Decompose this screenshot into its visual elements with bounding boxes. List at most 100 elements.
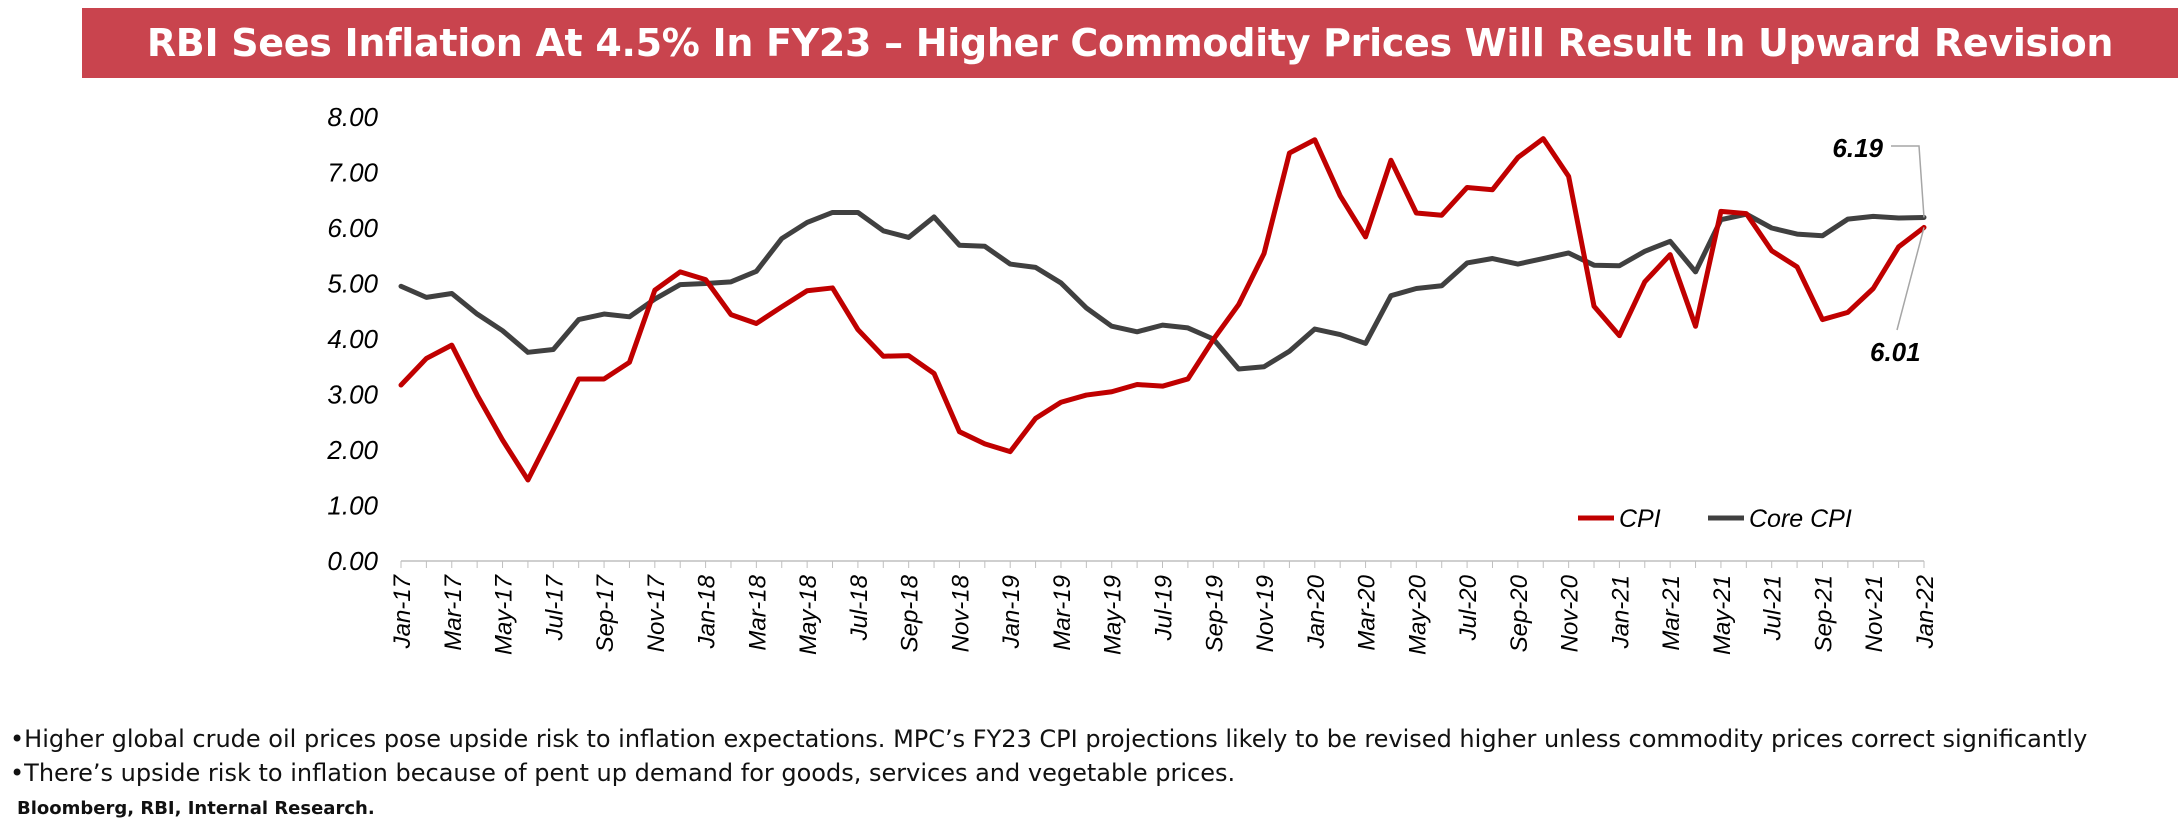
cpi-point xyxy=(1313,138,1317,142)
core-cpi-point xyxy=(754,269,758,273)
core-cpi-point xyxy=(1897,216,1901,220)
cpi-point xyxy=(1110,390,1114,394)
core-cpi-point xyxy=(1846,217,1850,221)
x-tick-label: Nov-21 xyxy=(1861,575,1888,652)
core-cpi-point xyxy=(1541,256,1545,261)
note-pent-up-demand: •There’s upside risk to inflation becaus… xyxy=(10,759,1236,787)
cpi-point xyxy=(1084,393,1088,397)
core-cpi-point xyxy=(1516,262,1520,266)
core-cpi-point xyxy=(780,236,784,241)
core-cpi-point xyxy=(1643,249,1647,253)
core-cpi-point xyxy=(1110,324,1114,328)
legend-cpi-label: CPI xyxy=(1619,505,1661,533)
cpi-point xyxy=(881,354,885,358)
cpi-point xyxy=(780,305,784,309)
x-tick-label: Sep-21 xyxy=(1810,575,1837,652)
core-cpi-point xyxy=(1084,306,1088,310)
x-tick-label: Mar-17 xyxy=(440,573,467,650)
cpi-point xyxy=(932,371,936,376)
core-cpi-point xyxy=(830,210,835,215)
y-tick-label: 2.00 xyxy=(326,435,378,465)
cpi-point xyxy=(602,377,606,381)
core-cpi-point xyxy=(1490,256,1495,261)
core-cpi-point xyxy=(1033,265,1038,270)
x-tick-label: Nov-19 xyxy=(1252,575,1279,652)
cpi-point xyxy=(729,312,733,317)
core-cpi-point xyxy=(1567,251,1571,255)
x-tick-label: Jan-19 xyxy=(998,575,1025,649)
x-tick-label: Jul-17 xyxy=(541,573,568,641)
cpi-point xyxy=(805,289,809,293)
cpi-point xyxy=(1567,174,1571,178)
core-cpi-point xyxy=(1135,330,1139,334)
cpi-point xyxy=(1262,251,1266,256)
core-cpi-point xyxy=(1592,263,1596,267)
cpi-point xyxy=(830,286,835,290)
x-tick-label: Jul-19 xyxy=(1151,575,1178,641)
core-cpi-point xyxy=(1160,323,1165,327)
core-cpi-point xyxy=(1338,332,1342,337)
core-cpi-point xyxy=(399,284,403,288)
core-cpi-point xyxy=(1262,365,1266,369)
cpi-point xyxy=(1008,450,1012,454)
cpi-point xyxy=(1338,194,1342,198)
x-tick-label: Jan-22 xyxy=(1912,575,1939,649)
core-cpi-point xyxy=(475,312,479,316)
cpi-point xyxy=(627,360,632,364)
core-cpi-point xyxy=(1668,239,1672,243)
core-cpi-point xyxy=(1287,349,1292,353)
cpi-point xyxy=(551,428,555,432)
y-tick-label: 6.00 xyxy=(327,213,378,243)
cpi-point xyxy=(1211,337,1215,342)
cpi-point xyxy=(754,321,758,326)
core-cpi-point xyxy=(678,283,682,287)
cpi-point xyxy=(399,383,403,387)
x-tick-label: Mar-21 xyxy=(1658,575,1685,651)
cpi-point xyxy=(1744,211,1748,216)
core-cpi-point xyxy=(1237,367,1241,371)
x-tick-label: May-21 xyxy=(1709,575,1736,655)
cpi-point xyxy=(1871,286,1875,291)
x-tick-label: Jan-17 xyxy=(389,573,416,649)
x-tick-label: Jul-18 xyxy=(846,574,873,641)
cpi-point xyxy=(1186,377,1190,381)
x-tick-label: Sep-20 xyxy=(1506,574,1533,652)
x-tick-label: Sep-18 xyxy=(897,574,924,652)
x-tick-label: May-18 xyxy=(795,574,822,655)
core-cpi-point xyxy=(907,235,911,240)
y-tick-label: 8.00 xyxy=(327,102,378,132)
x-tick-label: Sep-17 xyxy=(592,573,619,652)
cpi-point xyxy=(1440,213,1444,217)
note-crude-oil: •Higher global crude oil prices pose ups… xyxy=(10,725,2088,753)
cpi-point xyxy=(907,354,911,358)
core-cpi-point xyxy=(881,229,885,233)
cpi-point xyxy=(704,278,708,282)
x-tick-label: Nov-18 xyxy=(947,574,974,652)
cpi-point xyxy=(678,270,682,274)
cpi-leader-line xyxy=(1896,227,1925,331)
x-tick-label: Nov-17 xyxy=(643,573,670,652)
cpi-point xyxy=(983,442,987,446)
y-tick-label: 7.00 xyxy=(327,158,378,188)
core-cpi-point xyxy=(1363,341,1368,346)
core-cpi-point xyxy=(602,312,606,316)
cpi-point xyxy=(450,343,454,347)
x-tick-label: Mar-20 xyxy=(1354,574,1381,650)
core-cpi-point xyxy=(1440,284,1444,288)
core-cpi-point xyxy=(1693,270,1698,274)
core-cpi-point xyxy=(1414,286,1418,291)
cpi-point xyxy=(1592,304,1596,308)
x-tick-label: Mar-18 xyxy=(744,574,771,650)
cpi-point xyxy=(1287,151,1292,155)
cpi-line xyxy=(398,136,1927,483)
cpi-point xyxy=(1516,155,1520,160)
x-tick-label: May-20 xyxy=(1404,574,1431,655)
x-tick-label: Nov-20 xyxy=(1557,574,1584,652)
cpi-point xyxy=(1643,280,1647,284)
legend-core-cpi-label: Core CPI xyxy=(1749,505,1852,533)
y-tick-label: 3.00 xyxy=(327,380,378,410)
x-tick-label: Jan-20 xyxy=(1303,574,1330,649)
cpi-point xyxy=(1795,265,1799,269)
x-tick-label: Sep-19 xyxy=(1201,575,1228,652)
cpi-point xyxy=(1693,324,1698,328)
